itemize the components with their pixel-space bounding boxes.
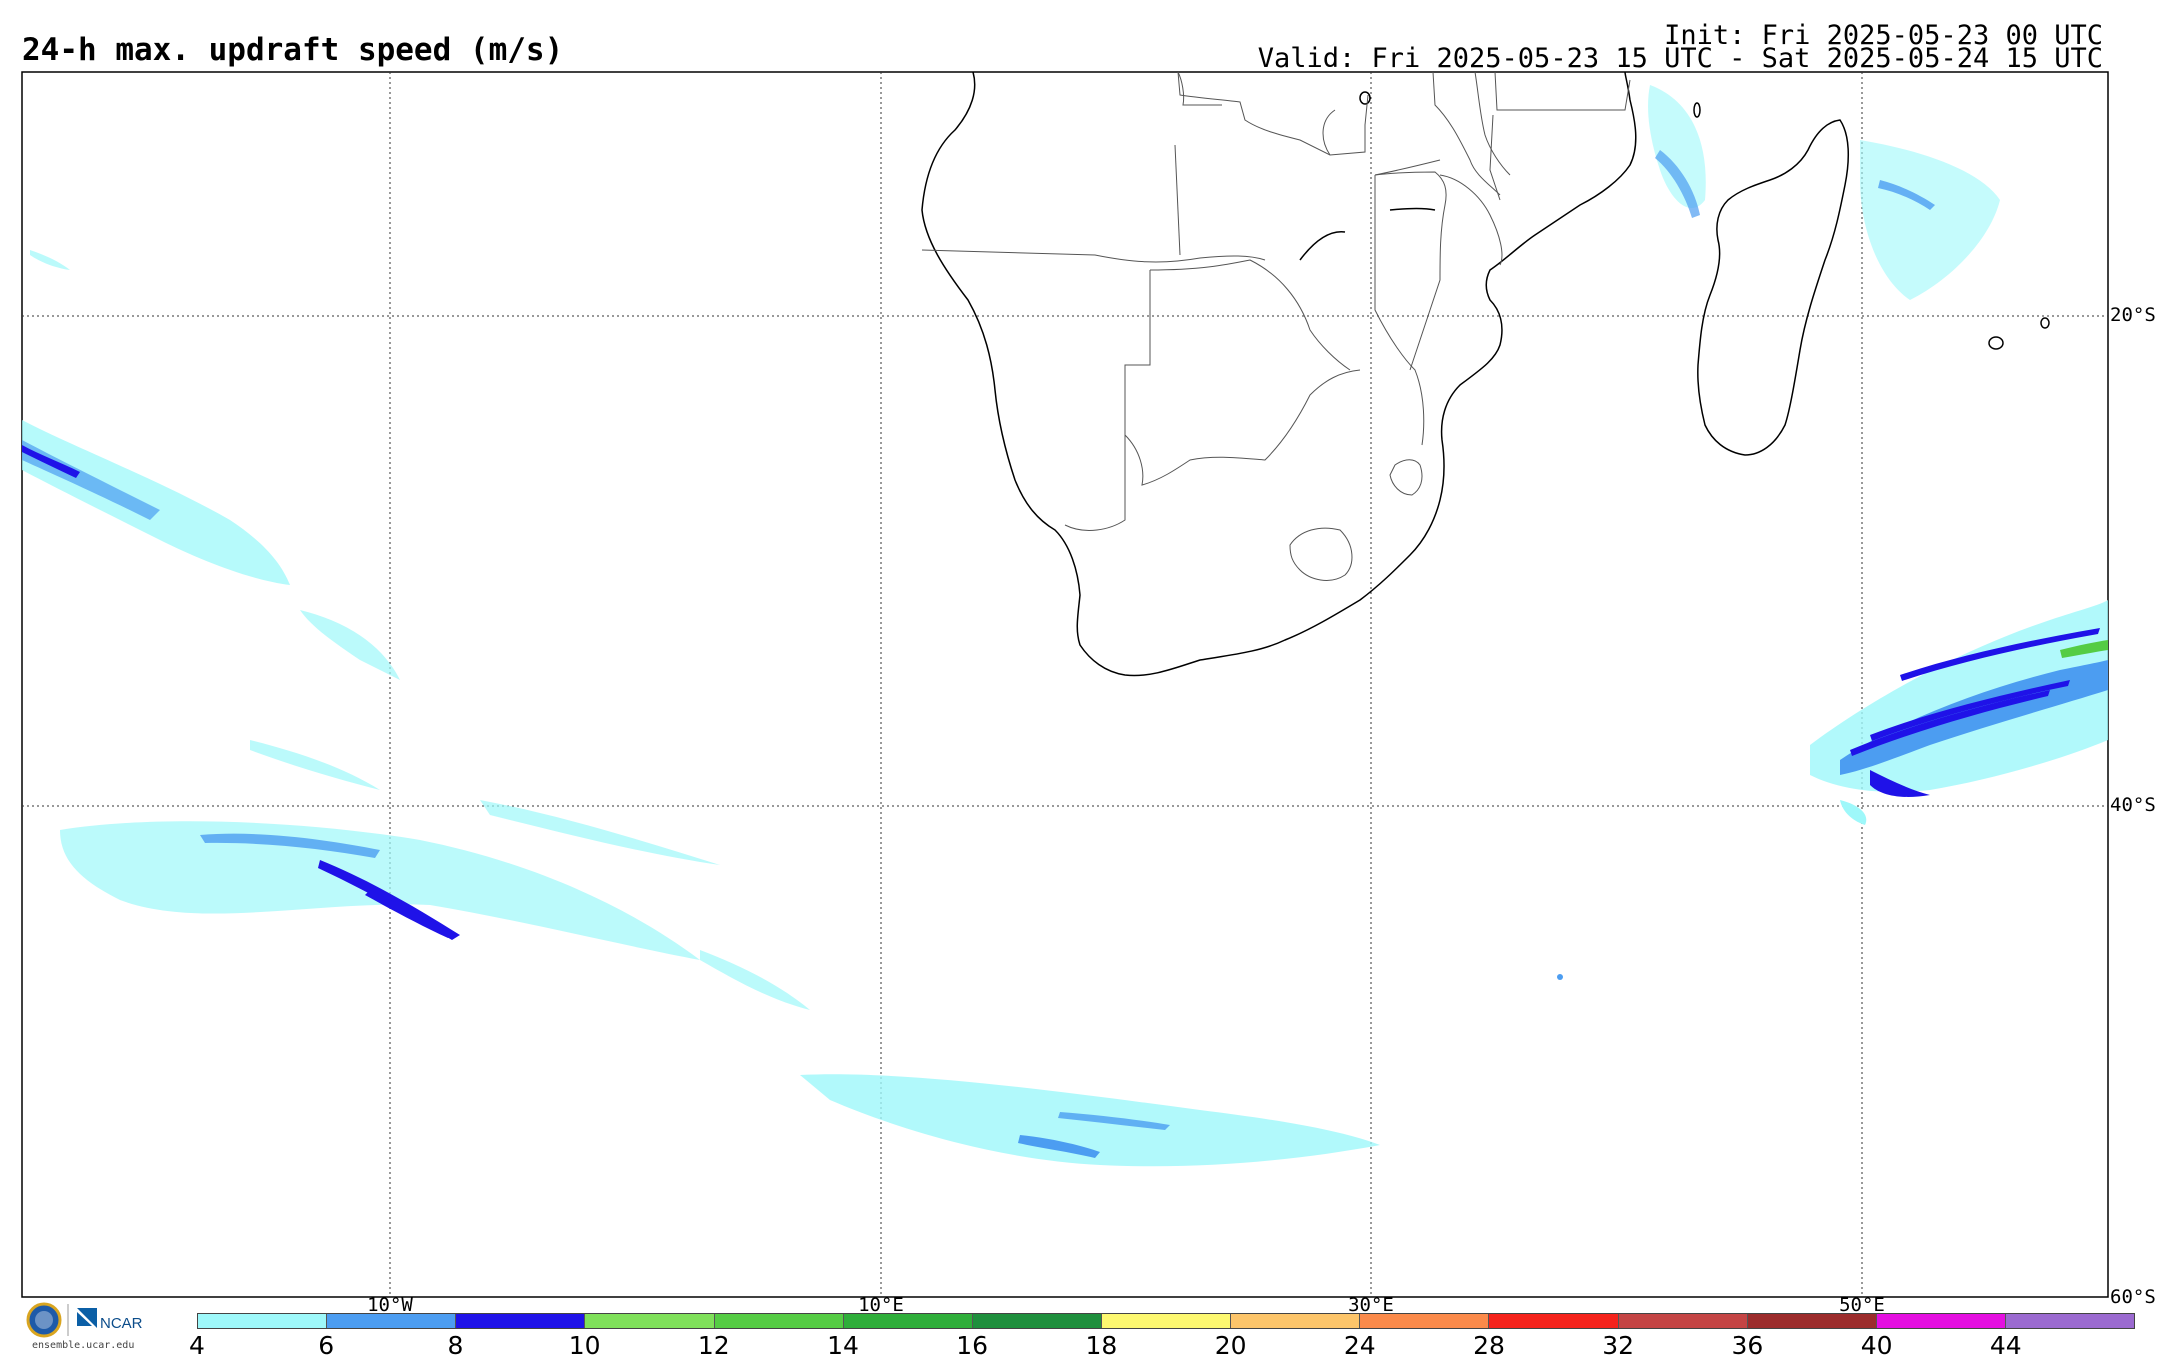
colorbar-segment bbox=[1747, 1314, 1877, 1328]
colorbar-segment bbox=[972, 1314, 1102, 1328]
colorbar-segment bbox=[198, 1314, 328, 1328]
ncar-logo-text: NCAR bbox=[100, 1315, 143, 1332]
colorbar-segment bbox=[1618, 1314, 1748, 1328]
colorbar-segment bbox=[1101, 1314, 1232, 1328]
colorbar-segment bbox=[1489, 1314, 1619, 1328]
lon-label-10e: 10°E bbox=[858, 1294, 904, 1316]
map-title: 24-h max. updraft speed (m/s) bbox=[22, 32, 564, 68]
country-borders bbox=[921, 71, 1631, 581]
colorbar-segment bbox=[456, 1314, 586, 1328]
colorbar-tick-label: 16 bbox=[956, 1331, 989, 1360]
colorbar-segment bbox=[585, 1314, 715, 1328]
init-time: Init: Fri 2025-05-23 00 UTC bbox=[1664, 20, 2103, 51]
colorbar-segment bbox=[2005, 1314, 2135, 1328]
site-url: ensemble.ucar.edu bbox=[32, 1340, 135, 1351]
colorbar-segment bbox=[1360, 1314, 1490, 1328]
colorbar-tick-label: 24 bbox=[1343, 1331, 1376, 1360]
colorbar-tick-label: 6 bbox=[318, 1331, 335, 1360]
colorbar bbox=[197, 1313, 2135, 1329]
updraft-field bbox=[22, 85, 2108, 1167]
colorbar-tick-label: 14 bbox=[827, 1331, 859, 1360]
colorbar-segment bbox=[1231, 1314, 1361, 1328]
lon-label-30e: 30°E bbox=[1348, 1294, 1394, 1316]
colorbar-tick-label: 20 bbox=[1214, 1331, 1247, 1360]
colorbar-tick-label: 44 bbox=[1989, 1331, 2022, 1360]
colorbar-segment bbox=[714, 1314, 844, 1328]
colorbar-tick-label: 36 bbox=[1731, 1331, 1764, 1360]
colorbar-tick-label: 4 bbox=[189, 1331, 205, 1360]
colorbar-segment bbox=[327, 1314, 457, 1328]
lat-label-20s: 20°S bbox=[2110, 304, 2156, 326]
coastlines bbox=[921, 71, 2050, 677]
colorbar-segment bbox=[1876, 1314, 2006, 1328]
colorbar-tick-label: 28 bbox=[1473, 1331, 1505, 1360]
colorbar-tick-label: 10 bbox=[568, 1331, 601, 1360]
lon-label-50e: 50°E bbox=[1839, 1294, 1885, 1316]
lat-label-60s: 60°S bbox=[2110, 1286, 2156, 1308]
colorbar-tick-label: 32 bbox=[1602, 1331, 1635, 1360]
valid-time: Valid: Fri 2025-05-23 15 UTC - Sat 2025-… bbox=[1257, 43, 2103, 74]
colorbar-tick-label: 40 bbox=[1860, 1331, 1893, 1360]
colorbar-tick-label: 12 bbox=[697, 1331, 730, 1360]
colorbar-tick-label: 8 bbox=[447, 1331, 464, 1360]
lon-label-10w: 10°W bbox=[367, 1294, 413, 1316]
nsf-ncar-logo: NCAR bbox=[26, 1302, 143, 1338]
colorbar-segment bbox=[843, 1314, 973, 1328]
colorbar-tick-label: 18 bbox=[1085, 1331, 1118, 1360]
lat-label-40s: 40°S bbox=[2110, 794, 2156, 816]
